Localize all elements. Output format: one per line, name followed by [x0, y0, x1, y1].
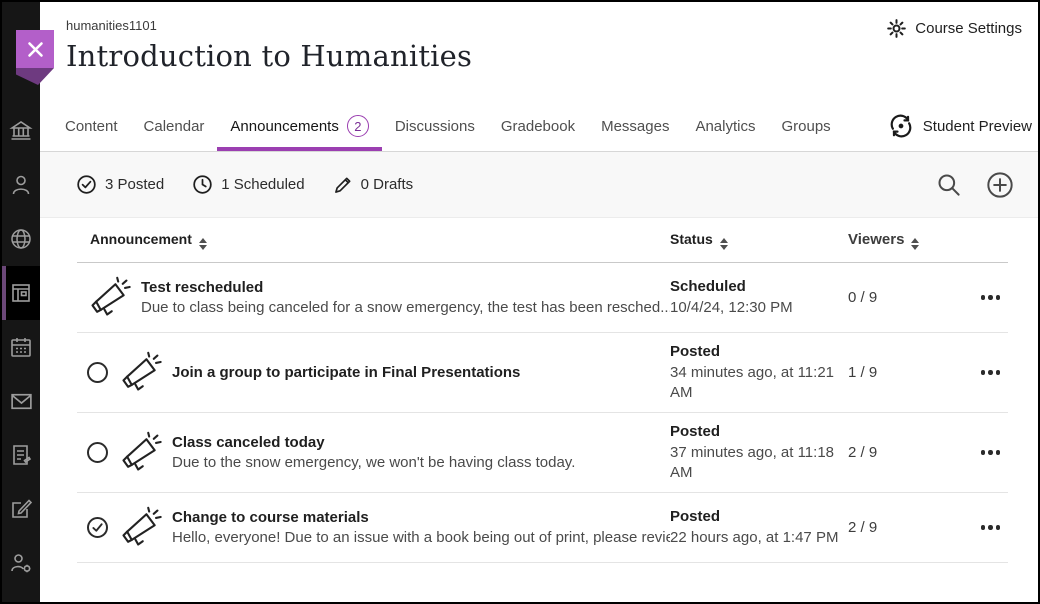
pencil-icon — [334, 177, 351, 193]
close-course-button[interactable] — [16, 30, 54, 68]
check-circle-icon — [77, 175, 96, 194]
tab-calendar[interactable]: Calendar — [143, 117, 205, 135]
table-row: Join a group to participate in Final Pre… — [77, 333, 1008, 413]
sort-icon — [911, 237, 920, 250]
student-preview-button[interactable]: Student Preview — [882, 101, 1038, 151]
course-settings-label: Course Settings — [915, 20, 1022, 37]
calendar-icon — [11, 338, 31, 357]
plus-circle-icon — [987, 171, 1013, 198]
announcement-description: Due to the snow emergency, we won't be h… — [172, 454, 576, 471]
announcements-filter-bar: 3 Posted 1 Scheduled 0 Drafts — [40, 152, 1038, 218]
sidebar-item-tools[interactable] — [2, 482, 40, 536]
announcement-description: Due to class being canceled for a snow e… — [141, 299, 670, 316]
status-timestamp: 22 hours ago, at 1:47 PM — [670, 528, 839, 546]
select-checkbox[interactable] — [87, 442, 108, 463]
sidebar-item-courses[interactable] — [2, 266, 40, 320]
edit-square-icon — [12, 499, 33, 518]
sidebar-item-institution[interactable] — [2, 104, 40, 158]
tab-announcements[interactable]: Announcements 2 — [217, 101, 383, 151]
status-badge: Posted — [670, 423, 721, 440]
status-badge: Posted — [670, 507, 721, 525]
base-nav-sidebar — [2, 2, 40, 602]
tab-gradebook[interactable]: Gradebook — [500, 117, 576, 135]
megaphone-icon — [122, 351, 162, 391]
table-header-row: Announcement Status Viewers — [77, 218, 1008, 263]
breadcrumb: humanities1101 — [66, 18, 157, 33]
announcement-title[interactable]: Class canceled today — [172, 434, 325, 451]
column-header-viewers[interactable]: Viewers — [848, 231, 956, 250]
viewers-count: 0 / 9 — [848, 289, 878, 306]
sidebar-item-messages[interactable] — [2, 374, 40, 428]
status-badge: Scheduled — [670, 277, 746, 295]
table-row: Class canceled today Due to the snow eme… — [77, 413, 1008, 493]
filter-bar-actions — [935, 171, 1014, 199]
sort-icon — [198, 237, 207, 250]
admin-user-gear-icon — [11, 554, 31, 573]
announcement-description: Hello, everyone! Due to an issue with a … — [172, 529, 670, 546]
student-preview-icon — [890, 114, 912, 138]
sidebar-item-admin[interactable] — [2, 536, 40, 590]
row-menu-button[interactable] — [979, 364, 1003, 381]
tab-analytics[interactable]: Analytics — [695, 117, 756, 135]
filter-drafts[interactable]: 0 Drafts — [333, 175, 414, 195]
globe-icon — [11, 229, 31, 249]
viewers-count: 2 / 9 — [848, 444, 878, 461]
select-checkbox[interactable] — [87, 517, 108, 538]
tab-content[interactable]: Content — [65, 117, 118, 135]
sidebar-item-grades[interactable] — [2, 428, 40, 482]
announcements-count-badge: 2 — [346, 115, 369, 137]
megaphone-icon — [122, 506, 162, 546]
announcement-title[interactable]: Test rescheduled — [141, 279, 264, 296]
grades-icon — [13, 445, 32, 465]
profile-icon — [12, 175, 30, 195]
column-header-announcement[interactable]: Announcement — [77, 231, 670, 250]
sidebar-item-calendar[interactable] — [2, 320, 40, 374]
announcement-title[interactable]: Change to course materials — [172, 509, 369, 526]
filter-scheduled-label: 1 Scheduled — [221, 176, 305, 193]
courses-icon — [12, 284, 30, 302]
status-timestamp: 34 minutes ago, at 11:21 AM — [670, 364, 835, 401]
tab-groups[interactable]: Groups — [781, 117, 831, 135]
sort-icon — [719, 237, 728, 250]
megaphone-icon — [122, 431, 162, 471]
filter-scheduled[interactable]: 1 Scheduled — [192, 174, 305, 195]
status-timestamp: 37 minutes ago, at 11:18 AM — [670, 444, 835, 481]
clock-icon — [193, 175, 212, 194]
announcement-title[interactable]: Join a group to participate in Final Pre… — [172, 364, 521, 381]
envelope-icon — [10, 393, 32, 409]
course-tab-bar: Content Calendar Announcements 2 Discuss… — [40, 101, 1038, 152]
page-title: Introduction to Humanities — [66, 39, 473, 73]
search-button[interactable] — [935, 171, 962, 198]
tab-discussions[interactable]: Discussions — [394, 117, 475, 135]
course-header: humanities1101 Introduction to Humanitie… — [40, 2, 1038, 101]
row-menu-button[interactable] — [979, 519, 1003, 536]
announcements-table: Announcement Status Viewers — [77, 218, 1008, 563]
status-badge: Posted — [670, 343, 721, 360]
viewers-count: 1 / 9 — [848, 364, 878, 381]
filter-posted-label: 3 Posted — [105, 176, 165, 193]
select-checkbox[interactable] — [87, 362, 108, 383]
filter-posted[interactable]: 3 Posted — [76, 174, 164, 195]
row-menu-button[interactable] — [979, 444, 1003, 461]
sidebar-item-activity-stream[interactable] — [2, 212, 40, 266]
viewers-count: 2 / 9 — [848, 519, 878, 536]
megaphone-icon — [91, 276, 131, 316]
table-row: Change to course materials Hello, everyo… — [77, 493, 1008, 563]
table-row: Test rescheduled Due to class being canc… — [77, 263, 1008, 333]
course-settings-button[interactable]: Course Settings — [886, 18, 1022, 39]
filter-drafts-label: 0 Drafts — [360, 176, 414, 193]
institution-icon — [9, 121, 33, 140]
gear-icon — [887, 19, 907, 38]
sidebar-item-profile[interactable] — [2, 158, 40, 212]
row-menu-button[interactable] — [979, 289, 1003, 306]
add-announcement-button[interactable] — [986, 171, 1014, 199]
close-icon — [27, 41, 43, 57]
status-timestamp: 10/4/24, 12:30 PM — [670, 298, 793, 316]
tab-messages[interactable]: Messages — [601, 117, 670, 135]
column-header-status[interactable]: Status — [670, 231, 848, 250]
search-icon — [938, 174, 960, 196]
course-main-panel: humanities1101 Introduction to Humanitie… — [40, 2, 1038, 602]
student-preview-label: Student Preview — [922, 117, 1032, 135]
